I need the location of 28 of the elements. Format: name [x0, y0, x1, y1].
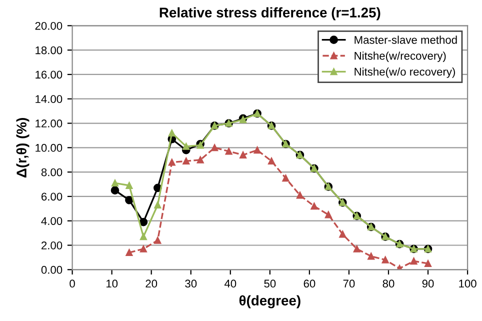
y-tick-label: 10.00 — [36, 144, 62, 152]
x-tick-label: 100 — [459, 280, 476, 288]
x-tick-label: 60 — [304, 280, 316, 288]
x-tick-label: 10 — [106, 280, 118, 288]
y-tick-label: 2.00 — [42, 242, 62, 250]
legend-label: Master-slave method — [354, 36, 457, 44]
y-axis-title: Δ(r,θ) (%) — [16, 118, 30, 178]
y-tick-label: 0.00 — [41, 266, 62, 274]
y-tick-label: 6.00 — [42, 192, 62, 201]
y-tick-label: 18.00 — [36, 46, 62, 54]
x-tick-label: 80 — [382, 280, 394, 288]
y-tick-label: 14.00 — [36, 95, 62, 104]
legend-label: Nitshe(w/o recovery) — [354, 68, 455, 78]
x-tick-label: 90 — [422, 280, 434, 288]
x-tick-label: 20 — [146, 280, 158, 288]
x-axis-title: θ(degree) — [239, 295, 300, 308]
y-tick-label: 20.00 — [35, 22, 62, 30]
x-tick-label: 50 — [264, 280, 276, 288]
x-tick-label: 40 — [224, 280, 236, 288]
y-tick-label: 8.00 — [41, 168, 62, 176]
y-tick-label: 16.00 — [36, 70, 62, 79]
y-tick-label: 4.00 — [41, 217, 62, 225]
x-tick-label: 0 — [70, 280, 75, 288]
x-tick-label: 30 — [185, 280, 197, 288]
legend-label: Nitshe(w/recovery) — [354, 52, 446, 62]
y-tick-label: 12.00 — [36, 120, 62, 128]
chart-title: Relative stress difference (r=1.25) — [160, 7, 380, 20]
x-tick-label: 70 — [343, 280, 355, 288]
